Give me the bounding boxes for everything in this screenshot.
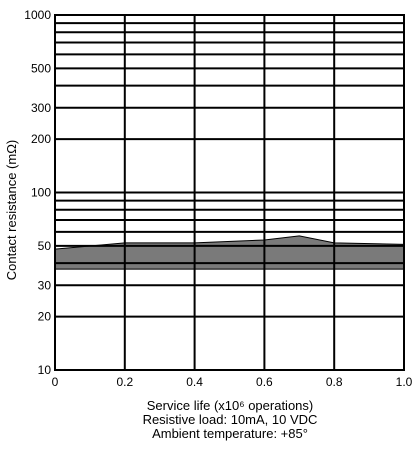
y-tick-label: 100 (31, 186, 51, 200)
band-area-0 (54, 235, 405, 270)
resistance-band (54, 235, 405, 270)
y-tick-label: 300 (31, 101, 51, 115)
y-tick-label: 20 (38, 310, 52, 324)
load-note: Resistive load: 10mA, 10 VDC (142, 412, 318, 427)
y-tick-label: 30 (38, 278, 52, 292)
y-tick-label: 500 (31, 61, 51, 75)
x-tick-label: 0.8 (326, 375, 343, 389)
x-tick-label: 0.4 (186, 375, 203, 389)
grid (54, 14, 405, 371)
y-tick-label: 1000 (24, 8, 51, 22)
x-tick-label: 0.6 (256, 375, 273, 389)
temperature-note: Ambient temperature: +85° (152, 426, 308, 441)
x-tick-labels: 0 0.2 0.4 0.6 0.8 1.0 (52, 375, 412, 389)
y-tick-label: 10 (38, 363, 52, 377)
plot-frame (54, 14, 405, 371)
y-tick-label: 200 (31, 132, 51, 146)
x-tick-label: 0.2 (116, 375, 133, 389)
x-axis-label: Service life (x10⁶ operations) (146, 398, 314, 413)
y-axis-label: Contact resistance (mΩ) (4, 140, 19, 280)
x-tick-label: 0 (52, 375, 59, 389)
y-tick-labels: 10 20 30 50 100 200 300 500 1000 (24, 8, 51, 377)
y-tick-label: 50 (38, 239, 52, 253)
plot-border (54, 14, 405, 371)
x-tick-label: 1.0 (396, 375, 412, 389)
